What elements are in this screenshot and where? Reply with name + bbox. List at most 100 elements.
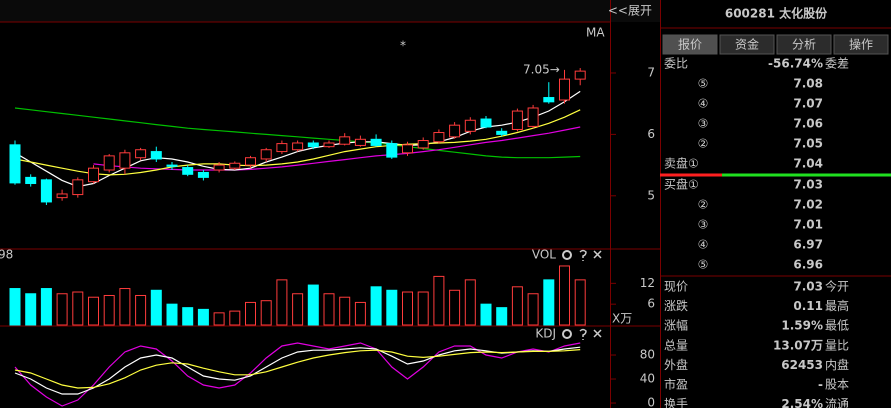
volume-bar bbox=[135, 294, 147, 326]
y-tick-label: 12 bbox=[640, 276, 655, 290]
row-value: 0.11 bbox=[793, 299, 823, 313]
settings-icon[interactable] bbox=[562, 329, 572, 339]
help-icon[interactable] bbox=[579, 249, 587, 262]
tab-label[interactable]: 分析 bbox=[792, 38, 816, 52]
row-label: ② bbox=[698, 198, 709, 212]
row-label: ⑤ bbox=[698, 258, 709, 272]
panel-title: KDJ bbox=[535, 327, 556, 341]
row-value: 13.07万 bbox=[773, 338, 823, 352]
row-label: 涨跌 bbox=[664, 298, 688, 313]
volume-bar bbox=[511, 286, 523, 326]
candle-body bbox=[433, 132, 445, 143]
row-value: 7.05 bbox=[793, 137, 823, 151]
volume-bar bbox=[229, 310, 241, 326]
volume-bar bbox=[276, 279, 288, 326]
tab[interactable] bbox=[776, 34, 832, 55]
row-label: 买盘① bbox=[664, 177, 699, 192]
candle-body bbox=[245, 157, 256, 166]
candle-body bbox=[182, 167, 194, 175]
y-tick-label: 6 bbox=[647, 127, 655, 141]
volume-bar bbox=[88, 296, 99, 326]
row-label: 现价 bbox=[664, 280, 688, 294]
candle-body bbox=[323, 142, 335, 148]
candle-body bbox=[25, 176, 37, 185]
candle-body bbox=[339, 136, 351, 145]
tab-label[interactable]: 操作 bbox=[849, 37, 873, 52]
candle-body bbox=[103, 155, 115, 171]
candle-body bbox=[449, 124, 461, 138]
volume-bar bbox=[559, 265, 570, 326]
row-value: 62453 bbox=[781, 358, 823, 372]
panel-left-label: 98 bbox=[0, 248, 13, 262]
ma-label: MA bbox=[586, 26, 605, 40]
candle-body bbox=[543, 97, 555, 103]
candle-body bbox=[370, 138, 382, 146]
row-label: ④ bbox=[698, 238, 709, 252]
expand-button[interactable]: <<展开 bbox=[608, 4, 652, 18]
row-value: 6.96 bbox=[793, 258, 823, 272]
candle-body bbox=[354, 138, 366, 146]
tab[interactable] bbox=[662, 34, 718, 55]
stock-title: 600281 太化股份 bbox=[725, 6, 828, 21]
row-label: 市盈 bbox=[664, 377, 688, 392]
row-label-2: 流通 bbox=[825, 397, 849, 408]
volume-bar bbox=[292, 293, 304, 326]
candle-body bbox=[480, 118, 492, 128]
candle-body bbox=[166, 164, 178, 167]
row-label-2: 量比 bbox=[825, 338, 849, 352]
volume-bar bbox=[433, 275, 445, 326]
volume-bar bbox=[40, 288, 52, 326]
row-label: 外盘 bbox=[664, 357, 688, 372]
help-icon[interactable] bbox=[579, 328, 587, 341]
tab-label[interactable]: 资金 bbox=[735, 37, 759, 52]
row-label: ③ bbox=[698, 117, 709, 131]
y-tick-label: 5 bbox=[647, 188, 655, 202]
candle-body bbox=[72, 179, 84, 196]
panel-title: VOL bbox=[532, 248, 556, 262]
row-label: ⑤ bbox=[698, 77, 709, 91]
close-icon[interactable] bbox=[593, 329, 602, 338]
tab[interactable] bbox=[719, 34, 775, 55]
line bbox=[93, 126, 581, 171]
volume-bar bbox=[417, 291, 429, 326]
row-label-2: 最低 bbox=[825, 319, 849, 333]
close-icon[interactable] bbox=[593, 250, 602, 259]
row-label: 涨幅 bbox=[664, 318, 688, 333]
row-value: 7.07 bbox=[793, 97, 823, 111]
tab[interactable] bbox=[833, 34, 889, 55]
vol-icons[interactable] bbox=[562, 249, 602, 262]
volume-bar bbox=[370, 286, 382, 326]
volume-bar bbox=[449, 289, 461, 326]
unit-label: X万 bbox=[612, 312, 632, 326]
candle-body bbox=[527, 107, 539, 127]
y-tick-label: 80 bbox=[640, 348, 655, 362]
volume-bar bbox=[339, 296, 351, 326]
candle-body bbox=[56, 193, 68, 199]
candle-body bbox=[386, 143, 398, 158]
volume-bar bbox=[464, 279, 476, 326]
settings-icon[interactable] bbox=[562, 250, 572, 260]
row-value: 7.04 bbox=[793, 157, 823, 171]
row-value: 7.03 bbox=[793, 280, 823, 294]
volume-bar bbox=[166, 303, 178, 326]
volume-bar bbox=[527, 293, 539, 326]
volume-bar bbox=[307, 284, 319, 326]
volume-bar bbox=[386, 289, 398, 326]
row-value: 7.06 bbox=[793, 117, 823, 131]
volume-bar bbox=[119, 288, 131, 326]
row-label: ③ bbox=[698, 218, 709, 232]
volume-bar bbox=[543, 279, 555, 326]
volume-bar bbox=[213, 312, 225, 326]
candle-body bbox=[276, 143, 288, 153]
y-tick-label: 40 bbox=[640, 372, 655, 386]
row-label-2: 内盘 bbox=[825, 357, 849, 372]
tab-label[interactable]: 报价 bbox=[678, 37, 702, 52]
line bbox=[14, 346, 581, 395]
candle-body bbox=[464, 119, 476, 132]
volume-bar bbox=[354, 301, 366, 326]
row-value: 1.59% bbox=[781, 319, 823, 333]
kdj-icons[interactable] bbox=[562, 328, 602, 341]
candle-body bbox=[307, 142, 319, 148]
